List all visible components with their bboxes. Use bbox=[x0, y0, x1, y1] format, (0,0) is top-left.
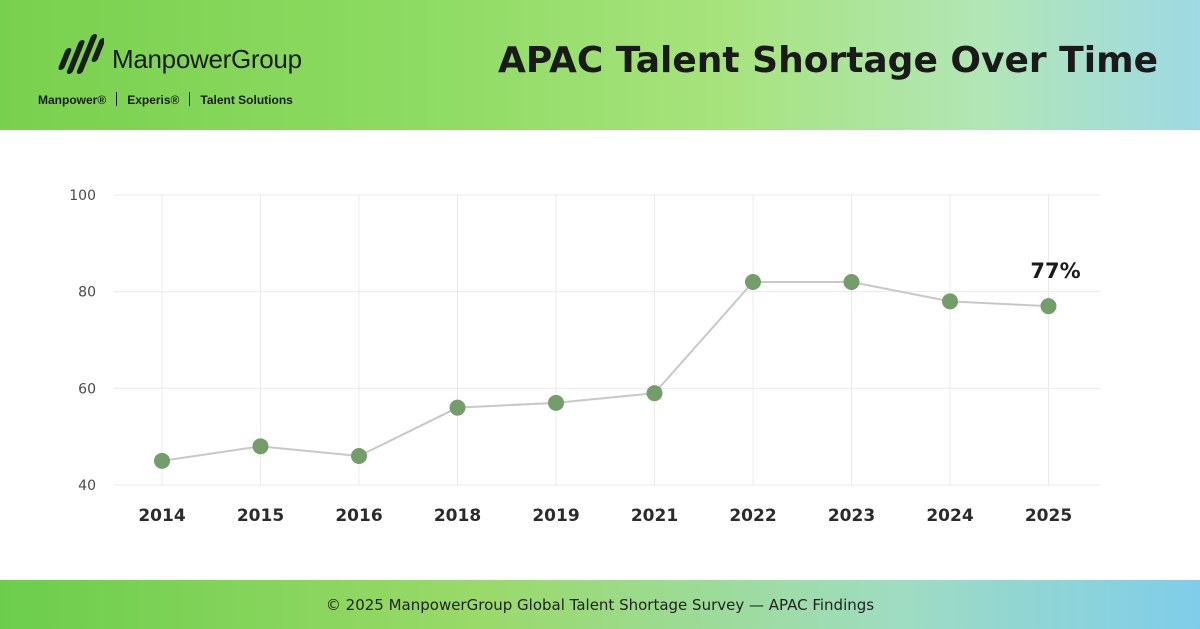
y-tick-label: 60 bbox=[78, 381, 96, 397]
footer-banner: © 2025 ManpowerGroup Global Talent Short… bbox=[0, 580, 1200, 629]
series-line bbox=[161, 281, 1049, 462]
data-point bbox=[745, 274, 761, 290]
manpowergroup-logo-icon bbox=[58, 34, 104, 74]
brand-talent-solutions: Talent Solutions bbox=[200, 93, 293, 107]
x-tick-label: 2021 bbox=[631, 506, 678, 526]
x-tick-label: 2018 bbox=[434, 506, 481, 526]
brand-list: Manpower® Experis® Talent Solutions bbox=[38, 92, 293, 107]
x-tick-label: 2016 bbox=[335, 506, 382, 526]
data-point bbox=[942, 293, 958, 310]
data-point bbox=[1040, 298, 1057, 315]
data-point bbox=[252, 438, 269, 455]
y-tick-label: 100 bbox=[69, 188, 96, 204]
line-chart: 100 80 60 40 2014 2015 2016 2018 2019 2021 2022 202… bbox=[69, 188, 1100, 526]
x-tick-label: 2023 bbox=[828, 506, 875, 526]
x-tick-label: 2015 bbox=[237, 506, 284, 526]
data-point bbox=[843, 274, 860, 290]
page-title: APAC Talent Shortage Over Time bbox=[498, 40, 1158, 81]
brand-experis: Experis® bbox=[127, 93, 180, 107]
y-tick-label: 40 bbox=[78, 478, 96, 494]
x-tick-label: 2019 bbox=[532, 506, 579, 526]
brand-manpower: Manpower® bbox=[38, 93, 107, 107]
y-tick-label: 80 bbox=[78, 285, 96, 301]
data-point bbox=[154, 452, 170, 469]
data-point bbox=[449, 399, 466, 416]
logo-wordmark: ManpowerGroup bbox=[112, 44, 302, 74]
data-label: 77% bbox=[1030, 259, 1080, 283]
x-tick-label: 2024 bbox=[926, 506, 973, 526]
brand-divider bbox=[189, 92, 191, 106]
x-tick-label: 2025 bbox=[1025, 506, 1072, 526]
brand-divider bbox=[116, 92, 118, 106]
x-tick-label: 2022 bbox=[729, 506, 776, 526]
header-banner: ManpowerGroup Manpower® Experis® Talent So… bbox=[0, 0, 1200, 130]
data-point bbox=[646, 385, 663, 402]
footer-credit: © 2025 ManpowerGroup Global Talent Short… bbox=[325, 595, 875, 614]
data-point bbox=[548, 394, 564, 411]
data-point bbox=[351, 448, 367, 464]
x-tick-label: 2014 bbox=[138, 506, 185, 526]
